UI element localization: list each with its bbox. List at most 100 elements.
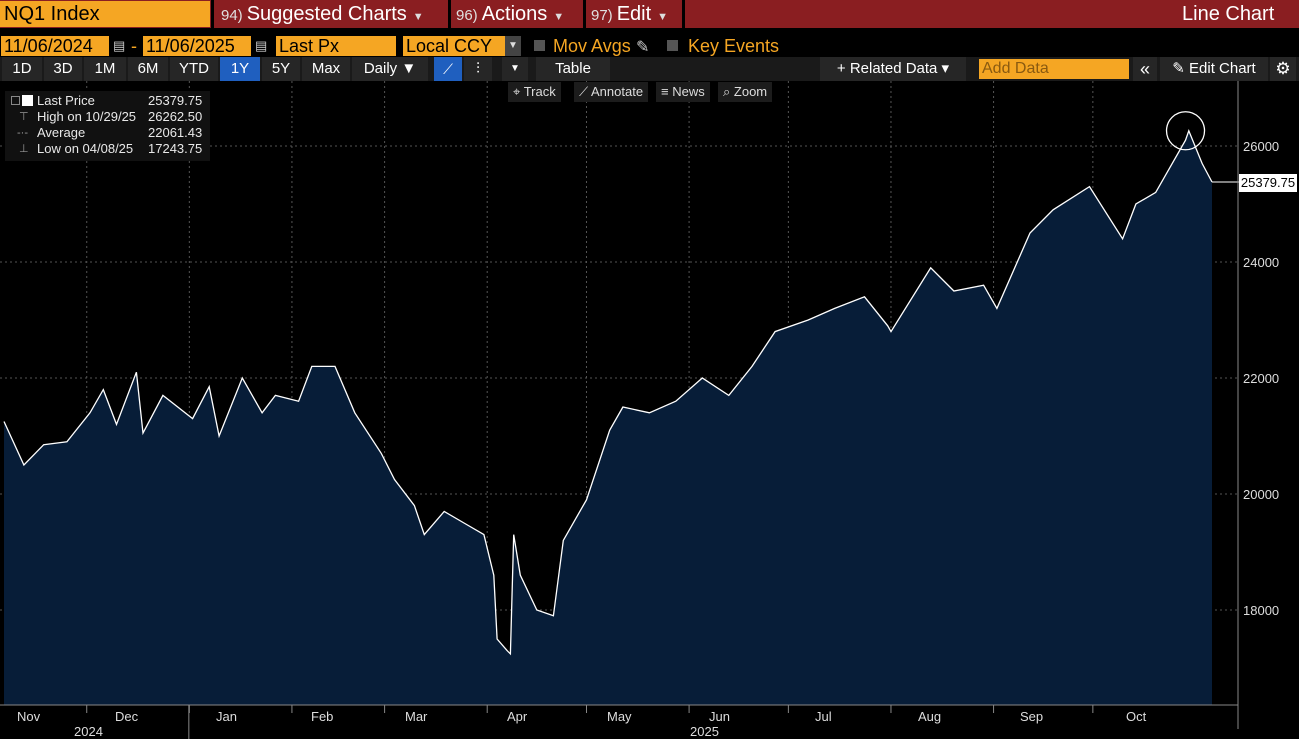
news-tool-label: News	[672, 84, 705, 99]
price-chart	[0, 81, 1239, 739]
currency-select[interactable]: Local CCY	[403, 36, 505, 56]
legend-value: 26262.50	[148, 109, 203, 124]
frequency-select[interactable]: Daily ▼	[352, 57, 428, 81]
legend-row-last: Last Price 25379.75	[5, 93, 210, 109]
caret-down-icon: ▼	[553, 11, 565, 23]
legend: Last Price 25379.75 ⊤ High on 10/29/25 2…	[5, 91, 210, 161]
crosshair-icon: ⌖	[513, 84, 521, 99]
key-events-checkbox[interactable]	[667, 40, 678, 51]
edit-chart-button[interactable]: ✎ Edit Chart	[1160, 57, 1268, 81]
collapse-icon[interactable]: «	[1133, 57, 1157, 81]
menu-separator	[583, 0, 586, 28]
caret-down-icon: ▼	[412, 11, 424, 23]
end-date-field[interactable]: 11/06/2025	[143, 36, 251, 56]
range-1d-button[interactable]: 1D	[2, 57, 42, 81]
last-price-label: 25379.75	[1239, 174, 1297, 192]
high-marker	[1165, 111, 1206, 151]
date-dash: -	[131, 36, 137, 56]
legend-label: Low on 04/08/25	[37, 141, 134, 156]
news-icon: ≡	[661, 84, 669, 99]
title-bar	[0, 0, 1299, 28]
legend-value: 17243.75	[148, 141, 203, 156]
suggested-charts-menu[interactable]: 94) Suggested Charts ▼	[221, 0, 424, 28]
x-month-label: Nov	[17, 709, 41, 724]
x-month-label: Aug	[918, 709, 942, 724]
legend-row-high: ⊤ High on 10/29/25 26262.50	[5, 109, 210, 125]
menu-number: 96)	[456, 7, 478, 24]
news-tool[interactable]: ≡ News	[656, 82, 710, 102]
pencil-icon: ✎	[1172, 60, 1185, 77]
average-line-icon: -·-	[17, 127, 28, 139]
caret-down-icon: ▼	[657, 11, 669, 23]
x-month-label: Jul	[815, 709, 832, 724]
edit-menu[interactable]: 97) Edit ▼	[591, 0, 668, 28]
chart-type-title: Line Chart	[1182, 3, 1275, 25]
menu-separator	[211, 0, 214, 28]
range-ytd-button[interactable]: YTD	[170, 57, 218, 81]
legend-row-low: ⊥ Low on 04/08/25 17243.75	[5, 141, 210, 157]
calendar-icon[interactable]: ▤	[255, 38, 268, 53]
range-5y-button[interactable]: 5Y	[262, 57, 300, 81]
zoom-tool[interactable]: ⌕ Zoom	[718, 82, 773, 102]
y-tick-label: 26000	[1243, 139, 1280, 154]
range-max-button[interactable]: Max	[302, 57, 350, 81]
range-6m-button[interactable]: 6M	[128, 57, 168, 81]
x-month-label: Apr	[507, 709, 528, 724]
track-tool[interactable]: ⌖ Track	[508, 82, 561, 102]
x-month-label: Dec	[115, 709, 139, 724]
x-month-label: May	[607, 709, 632, 724]
menu-separator	[448, 0, 451, 28]
x-month-label: Jun	[709, 709, 730, 724]
range-3d-button[interactable]: 3D	[44, 57, 82, 81]
menu-separator	[682, 0, 685, 28]
mov-avgs-label: Mov Avgs	[553, 36, 631, 56]
menu-number: 94)	[221, 7, 243, 24]
y-tick-label: 24000	[1243, 255, 1280, 270]
price-area	[4, 130, 1212, 706]
calendar-icon[interactable]: ▤	[113, 38, 126, 53]
menu-label: Suggested Charts	[246, 3, 407, 25]
pencil-icon[interactable]: ✎	[636, 39, 650, 56]
bar-chart-icon[interactable]: ⫶	[464, 57, 492, 81]
actions-menu[interactable]: 96) Actions ▼	[456, 0, 564, 28]
range-1y-button[interactable]: 1Y	[220, 57, 260, 81]
x-month-label: Sep	[1020, 709, 1044, 724]
low-marker-icon: ⊥	[19, 143, 29, 155]
add-data-input[interactable]: Add Data	[979, 59, 1129, 79]
menu-label: Edit	[616, 3, 652, 25]
legend-label: High on 10/29/25	[37, 109, 137, 124]
currency-dropdown-icon[interactable]: ▼	[505, 36, 521, 56]
range-1m-button[interactable]: 1M	[84, 57, 126, 81]
menu-number: 97)	[591, 7, 613, 24]
collapse-icon[interactable]	[11, 96, 20, 105]
magnifier-icon: ⌕	[723, 84, 731, 99]
line-chart-icon[interactable]: ⟋	[434, 57, 462, 81]
ticker-input[interactable]: NQ1 Index	[0, 1, 210, 27]
annotate-icon: ⟋	[579, 84, 589, 99]
table-button[interactable]: Table	[536, 57, 610, 81]
legend-value: 22061.43	[148, 125, 203, 140]
legend-label: Average	[37, 125, 86, 140]
high-marker-icon: ⊤	[19, 111, 29, 123]
price-line	[3, 128, 1213, 656]
x-month-label: Oct	[1126, 709, 1147, 724]
x-month-label: Mar	[405, 709, 428, 724]
y-tick-label: 18000	[1243, 603, 1280, 618]
related-data-button[interactable]: + Related Data ▾	[820, 57, 966, 81]
x-year-label: 2025	[690, 724, 719, 739]
chart-style-dropdown-icon[interactable]: ▼	[502, 57, 528, 81]
legend-row-average: -·- Average 22061.43	[5, 125, 210, 141]
price-field-select[interactable]: Last Px	[276, 36, 396, 56]
menu-label: Actions	[481, 3, 548, 25]
start-date-field[interactable]: 11/06/2024	[1, 36, 109, 56]
key-events-label: Key Events	[688, 36, 780, 56]
annotate-tool-label: Annotate	[591, 84, 644, 99]
annotate-tool[interactable]: ⟋ Annotate	[574, 82, 649, 102]
legend-label: Last Price	[37, 93, 95, 108]
y-tick-label: 22000	[1243, 371, 1280, 386]
series-swatch	[22, 95, 33, 106]
mov-avgs-checkbox[interactable]	[534, 40, 545, 51]
edit-chart-label: Edit Chart	[1189, 60, 1256, 77]
gear-icon[interactable]: ⚙	[1270, 57, 1296, 81]
x-month-label: Feb	[311, 709, 334, 724]
